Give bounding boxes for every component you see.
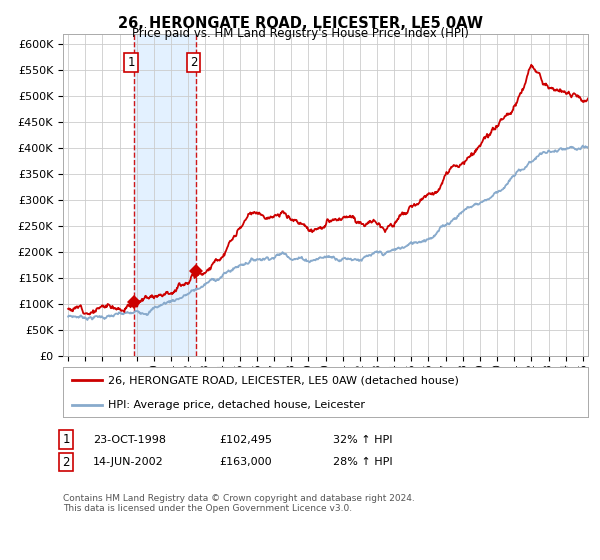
Text: £102,495: £102,495 xyxy=(219,435,272,445)
Text: 2: 2 xyxy=(62,455,70,469)
Text: 32% ↑ HPI: 32% ↑ HPI xyxy=(333,435,392,445)
Text: £163,000: £163,000 xyxy=(219,457,272,467)
Text: 26, HERONGATE ROAD, LEICESTER, LE5 0AW (detached house): 26, HERONGATE ROAD, LEICESTER, LE5 0AW (… xyxy=(107,375,458,385)
Bar xyxy=(134,34,196,356)
Text: HPI: Average price, detached house, Leicester: HPI: Average price, detached house, Leic… xyxy=(107,400,365,409)
Text: 1: 1 xyxy=(62,433,70,446)
Text: 28% ↑ HPI: 28% ↑ HPI xyxy=(333,457,392,467)
Text: Price paid vs. HM Land Registry's House Price Index (HPI): Price paid vs. HM Land Registry's House … xyxy=(131,27,469,40)
Text: Contains HM Land Registry data © Crown copyright and database right 2024.
This d: Contains HM Land Registry data © Crown c… xyxy=(63,494,415,514)
Text: 26, HERONGATE ROAD, LEICESTER, LE5 0AW: 26, HERONGATE ROAD, LEICESTER, LE5 0AW xyxy=(118,16,482,31)
Text: 23-OCT-1998: 23-OCT-1998 xyxy=(93,435,166,445)
Text: 1: 1 xyxy=(127,55,134,69)
Text: 14-JUN-2002: 14-JUN-2002 xyxy=(93,457,164,467)
Text: 2: 2 xyxy=(190,55,197,69)
